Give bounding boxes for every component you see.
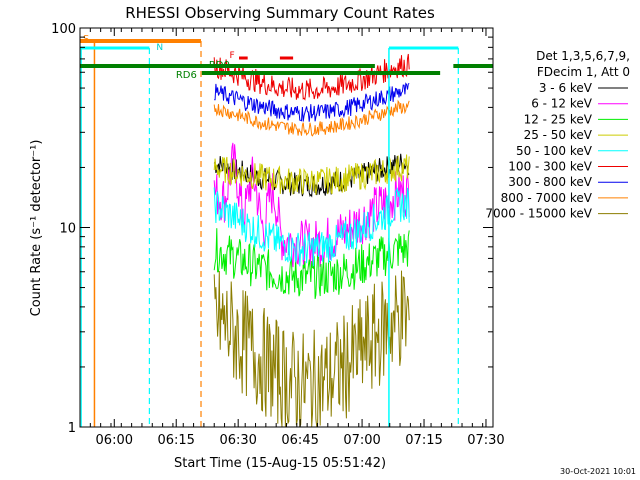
- night-flag-label: N: [156, 43, 163, 53]
- flare-flag-label: F: [230, 51, 235, 61]
- legend-header-line-1: Det 1,3,5,6,7,9,: [536, 49, 630, 63]
- x-tick-label: 06:15: [157, 433, 194, 448]
- y-tick-label: 10: [59, 222, 76, 237]
- footer-date: 30-Oct-2021 10:01: [560, 467, 636, 476]
- legend-header-line-2: FDecim 1, Att 0: [537, 65, 630, 79]
- legend-label: 100 - 300 keV: [508, 160, 592, 174]
- legend-label: 50 - 100 keV: [516, 144, 593, 158]
- legend-label: 6 - 12 keV: [531, 97, 593, 111]
- legend-label: 3 - 6 keV: [539, 81, 593, 95]
- saa-flag-label: S: [83, 34, 89, 45]
- axis-ticks: 06:00 06:15 06:30 06:45 07:00 07:15 07:30 1 10 10…: [51, 22, 505, 448]
- legend-label: 800 - 7000 keV: [501, 191, 593, 205]
- rd6-flag-label: RD6: [176, 70, 197, 81]
- legend-label: 25 - 50 keV: [524, 128, 593, 142]
- y-tick-label: 1: [68, 421, 76, 436]
- legend-label: 300 - 800 keV: [508, 175, 592, 189]
- x-tick-label: 06:45: [281, 433, 318, 448]
- legend: Det 1,3,5,6,7,9, FDecim 1, Att 0 3 - 6 k…: [485, 49, 630, 221]
- y-axis-title: Count Rate (s⁻¹ detector⁻¹): [29, 140, 44, 317]
- trace-100-300-kev: [213, 53, 410, 101]
- trace-7000-15000-kev: [213, 270, 410, 428]
- legend-label: 12 - 25 keV: [524, 112, 593, 126]
- y-tick-label: 100: [51, 22, 76, 37]
- x-axis-title: Start Time (15-Aug-15 05:51:42): [174, 456, 386, 471]
- rd0-flag-label: RD0: [209, 60, 230, 71]
- x-tick-label: 06:00: [96, 433, 133, 448]
- trace-12-25-kev: [213, 228, 410, 299]
- trace-800-7000-kev: [213, 99, 410, 137]
- x-tick-label: 07:00: [343, 433, 380, 448]
- trace-300-800-kev: [214, 82, 410, 122]
- x-tick-label: 06:30: [219, 433, 256, 448]
- trace-6-12-kev: [213, 142, 410, 269]
- x-tick-label: 07:30: [467, 433, 504, 448]
- trace-25-50-kev: [213, 154, 410, 195]
- legend-label: 7000 - 15000 keV: [485, 207, 592, 221]
- trace-50-100-kev: [213, 187, 410, 267]
- observing-flags-layer: S N RD0 RD6 F: [80, 34, 493, 427]
- chart-title: RHESSI Observing Summary Count Rates: [125, 4, 435, 22]
- plot-data-layer: [213, 53, 410, 428]
- x-tick-label: 07:15: [405, 433, 442, 448]
